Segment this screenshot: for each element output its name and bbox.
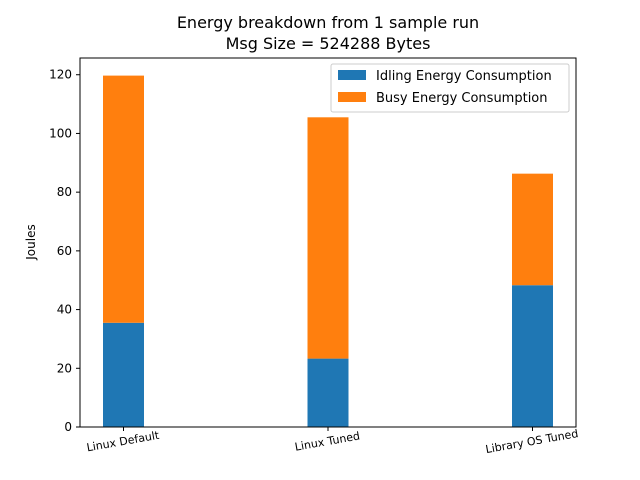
x-axis: Linux Default Linux Tuned Library OS Tuned bbox=[86, 427, 580, 456]
x-tick-label-0: Linux Default bbox=[86, 429, 161, 455]
x-tick-label-2: Library OS Tuned bbox=[485, 427, 580, 456]
y-axis-label: Joules bbox=[24, 224, 38, 260]
bar-busy-1 bbox=[307, 117, 349, 359]
bar-busy-2 bbox=[512, 173, 553, 286]
legend-box bbox=[330, 63, 570, 113]
plot-frame bbox=[79, 57, 577, 428]
y-tick-label-6: 120 bbox=[49, 68, 72, 82]
bar-idling-2 bbox=[512, 285, 553, 427]
y-tick-label-1: 20 bbox=[57, 361, 72, 375]
bar-idling-1 bbox=[307, 358, 349, 427]
y-axis: 0 20 40 60 80 100 120 bbox=[49, 68, 80, 434]
bar-group bbox=[103, 75, 553, 427]
y-tick-label-5: 100 bbox=[49, 126, 72, 140]
legend-swatch-busy bbox=[338, 92, 366, 102]
y-tick-label-0: 0 bbox=[64, 420, 72, 434]
legend-label-idling: Idling Energy Consumption bbox=[376, 69, 552, 84]
legend-swatch-idling bbox=[338, 70, 366, 80]
chart-title-line1: Energy breakdown from 1 sample run bbox=[177, 13, 479, 32]
bar-busy-0 bbox=[103, 75, 144, 323]
y-tick-label-4: 80 bbox=[57, 185, 72, 199]
bar-idling-0 bbox=[103, 322, 144, 427]
legend-label-busy: Busy Energy Consumption bbox=[376, 91, 548, 106]
y-tick-label-3: 60 bbox=[57, 244, 72, 258]
legend: Idling Energy Consumption Busy Energy Co… bbox=[330, 63, 570, 113]
x-tick-label-1: Linux Tuned bbox=[294, 429, 361, 453]
y-tick-label-2: 40 bbox=[57, 303, 72, 317]
chart-title-line2: Msg Size = 524288 Bytes bbox=[226, 34, 431, 53]
